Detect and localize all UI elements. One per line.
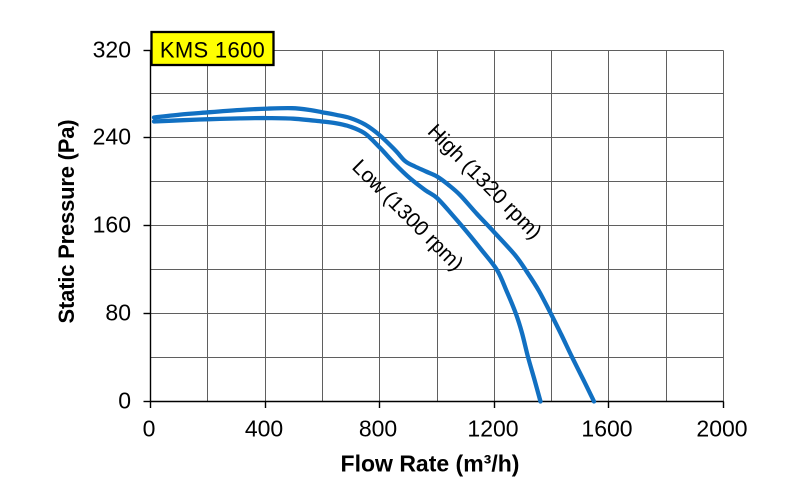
svg-text:80: 80 xyxy=(105,300,131,326)
svg-text:KMS 1600: KMS 1600 xyxy=(160,38,265,63)
svg-text:2000: 2000 xyxy=(696,416,747,442)
svg-text:1200: 1200 xyxy=(467,416,518,442)
svg-text:320: 320 xyxy=(93,37,131,63)
svg-text:800: 800 xyxy=(359,416,397,442)
svg-text:Static Pressure (Pa): Static Pressure (Pa) xyxy=(54,120,79,324)
svg-text:400: 400 xyxy=(245,416,283,442)
svg-text:0: 0 xyxy=(143,416,156,442)
svg-text:240: 240 xyxy=(93,124,131,150)
svg-text:160: 160 xyxy=(93,212,131,238)
svg-text:0: 0 xyxy=(118,388,131,414)
svg-text:1600: 1600 xyxy=(581,416,632,442)
svg-text:Flow Rate (m³/h): Flow Rate (m³/h) xyxy=(341,451,520,477)
